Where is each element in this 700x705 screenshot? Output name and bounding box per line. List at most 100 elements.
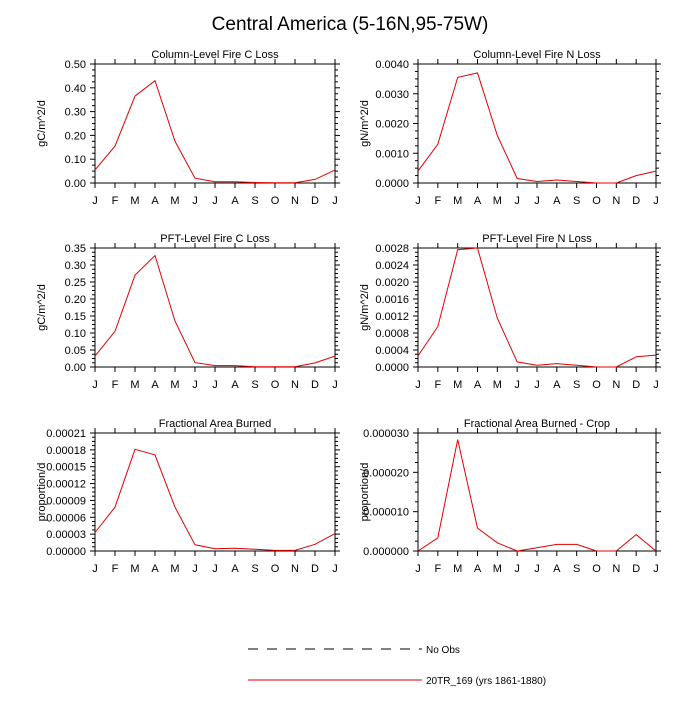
plot-frame — [417, 432, 657, 552]
x-tick-label: F — [434, 195, 441, 207]
y-tick-label: 0.0028 — [375, 243, 409, 255]
y-tick-label: 0.000010 — [363, 507, 409, 519]
panel-title: Fractional Area Burned - Crop — [464, 418, 610, 430]
y-tick-label: 0.0024 — [375, 260, 409, 272]
y-tick-label: 0.35 — [65, 243, 86, 255]
plot-frame — [94, 432, 336, 552]
x-tick-label: J — [212, 563, 218, 575]
x-tick-label: D — [632, 195, 640, 207]
x-tick-label: N — [612, 563, 620, 575]
x-tick-label: N — [612, 379, 620, 391]
x-tick-label: D — [632, 379, 640, 391]
x-tick-label: A — [474, 379, 482, 391]
x-tick-label: M — [170, 563, 179, 575]
x-tick-label: J — [192, 195, 198, 207]
x-tick-label: J — [212, 379, 218, 391]
x-tick-label: D — [311, 195, 319, 207]
x-tick-label: F — [112, 563, 119, 575]
plot-frame — [417, 63, 657, 184]
x-tick-label: J — [192, 379, 198, 391]
x-tick-label: A — [553, 195, 561, 207]
x-tick-label: J — [534, 195, 540, 207]
x-tick-label: M — [493, 563, 502, 575]
y-tick-label: 0.00018 — [46, 445, 86, 457]
y-axis-label: gN/m^2/d — [359, 100, 371, 147]
plot-frame — [94, 247, 336, 368]
x-tick-label: S — [251, 379, 258, 391]
panel-2: Column-Level Fire N Loss 0.0000 0.0010 0.00… — [359, 49, 661, 207]
y-axis-label: proportion/d — [359, 463, 371, 522]
x-tick-label: N — [291, 563, 299, 575]
series-line — [94, 254, 336, 368]
y-tick-label: 0.0016 — [375, 294, 409, 306]
x-tick-label: A — [553, 563, 561, 575]
panel-title: Fractional Area Burned — [159, 418, 272, 430]
x-tick-label: N — [291, 379, 299, 391]
x-tick-label: J — [514, 563, 520, 575]
x-tick-label: F — [112, 379, 119, 391]
y-axis-label: gC/m^2/d — [36, 284, 48, 331]
x-tick-label: S — [573, 563, 580, 575]
x-tick-label: O — [592, 379, 601, 391]
x-tick-label: J — [332, 195, 338, 207]
x-tick-label: M — [453, 379, 462, 391]
x-tick-label: D — [311, 563, 319, 575]
y-tick-label: 0.25 — [65, 277, 86, 289]
y-tick-label: 0.30 — [65, 107, 86, 119]
x-tick-label: F — [112, 195, 119, 207]
x-tick-label: A — [474, 195, 482, 207]
panel-3: PFT-Level Fire C Loss 0.00 0.05 0.10 0.15 0.2… — [36, 233, 340, 391]
series-line — [417, 439, 657, 552]
y-tick-label: 0.000030 — [363, 428, 409, 440]
x-tick-label: M — [493, 379, 502, 391]
x-tick-label: J — [192, 563, 198, 575]
panels: Column-Level Fire C Loss 0.00 0.10 0.20 0.30… — [36, 49, 661, 575]
x-tick-label: F — [434, 563, 441, 575]
x-tick-label: A — [553, 379, 561, 391]
x-tick-label: M — [453, 195, 462, 207]
panel-title: Column-Level Fire N Loss — [473, 49, 601, 61]
x-tick-label: O — [271, 379, 280, 391]
x-tick-label: O — [271, 195, 280, 207]
y-tick-label: 0.0004 — [375, 345, 409, 357]
x-tick-label: J — [534, 379, 540, 391]
panel-title: PFT-Level Fire C Loss — [160, 233, 270, 245]
y-tick-label: 0.0030 — [375, 89, 409, 101]
y-tick-label: 0.00009 — [46, 495, 86, 507]
y-axis-label: proportion/d — [36, 463, 48, 522]
y-tick-label: 0.000000 — [363, 546, 409, 558]
x-tick-label: S — [573, 379, 580, 391]
x-tick-label: S — [251, 195, 258, 207]
x-tick-label: M — [130, 563, 139, 575]
panel-title: Column-Level Fire C Loss — [151, 49, 279, 61]
panel-6: Fractional Area Burned - Crop 0.000000 0.0… — [359, 418, 661, 575]
y-tick-label: 0.000020 — [363, 467, 409, 479]
x-tick-label: F — [434, 379, 441, 391]
y-axis-label: gN/m^2/d — [359, 284, 371, 331]
x-tick-label: O — [271, 563, 280, 575]
x-tick-label: M — [170, 379, 179, 391]
y-tick-label: 0.10 — [65, 328, 86, 340]
x-tick-label: S — [251, 563, 258, 575]
x-tick-label: N — [612, 195, 620, 207]
x-tick-label: A — [231, 195, 239, 207]
figure-title: Central America (5-16N,95-75W) — [212, 14, 489, 35]
x-tick-label: D — [632, 563, 640, 575]
x-tick-label: A — [474, 563, 482, 575]
y-tick-label: 0.20 — [65, 130, 86, 142]
y-tick-label: 0.30 — [65, 260, 86, 272]
x-tick-label: J — [92, 379, 98, 391]
y-tick-label: 0.00021 — [46, 428, 86, 440]
y-tick-label: 0.0010 — [375, 148, 409, 160]
x-tick-label: O — [592, 195, 601, 207]
y-tick-label: 0.0020 — [375, 119, 409, 131]
x-tick-label: A — [151, 563, 159, 575]
y-tick-label: 0.40 — [65, 83, 86, 95]
y-axis-label: gC/m^2/d — [36, 100, 48, 147]
y-tick-label: 0.00000 — [46, 546, 86, 558]
y-tick-label: 0.05 — [65, 345, 86, 357]
panel-1: Column-Level Fire C Loss 0.00 0.10 0.20 0.30… — [36, 49, 340, 207]
x-tick-label: J — [415, 379, 421, 391]
